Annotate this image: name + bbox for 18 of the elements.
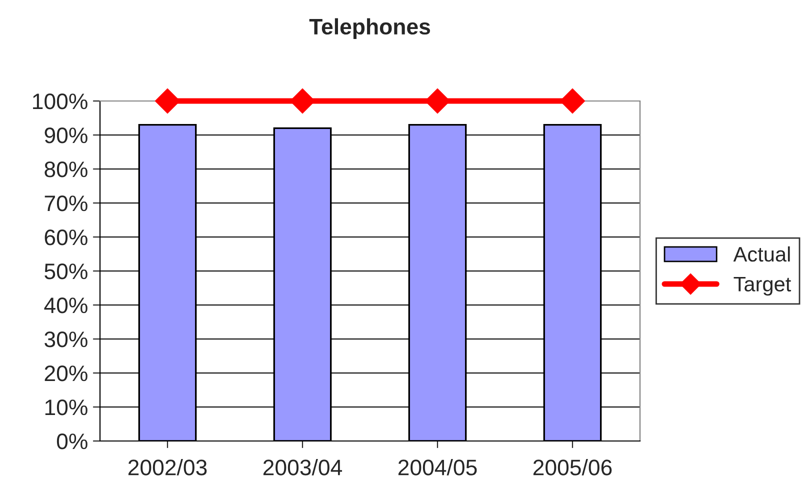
x-tick-label: 2003/04 bbox=[263, 459, 342, 476]
y-tick-label: 10% bbox=[45, 400, 88, 416]
x-tick-label: 2005/06 bbox=[533, 459, 612, 476]
y-tick-label: 80% bbox=[44, 162, 88, 178]
chart-title: Telephones bbox=[309, 18, 430, 39]
legend-label: Actual bbox=[733, 246, 790, 262]
y-tick-label: 70% bbox=[44, 196, 88, 212]
y-tick-label: 50% bbox=[44, 264, 88, 280]
y-tick-label: 30% bbox=[44, 332, 88, 348]
y-tick-label: 60% bbox=[44, 230, 88, 246]
y-tick-label: 100% bbox=[33, 94, 88, 110]
x-tick-label: 2004/05 bbox=[398, 459, 477, 476]
y-tick-label: 20% bbox=[44, 366, 88, 382]
y-tick-label: 0% bbox=[56, 434, 88, 450]
y-tick-label: 40% bbox=[44, 298, 88, 314]
y-tick-label: 90% bbox=[44, 128, 88, 144]
legend-label: Target bbox=[734, 276, 792, 296]
x-tick-label: 2002/03 bbox=[128, 459, 207, 476]
